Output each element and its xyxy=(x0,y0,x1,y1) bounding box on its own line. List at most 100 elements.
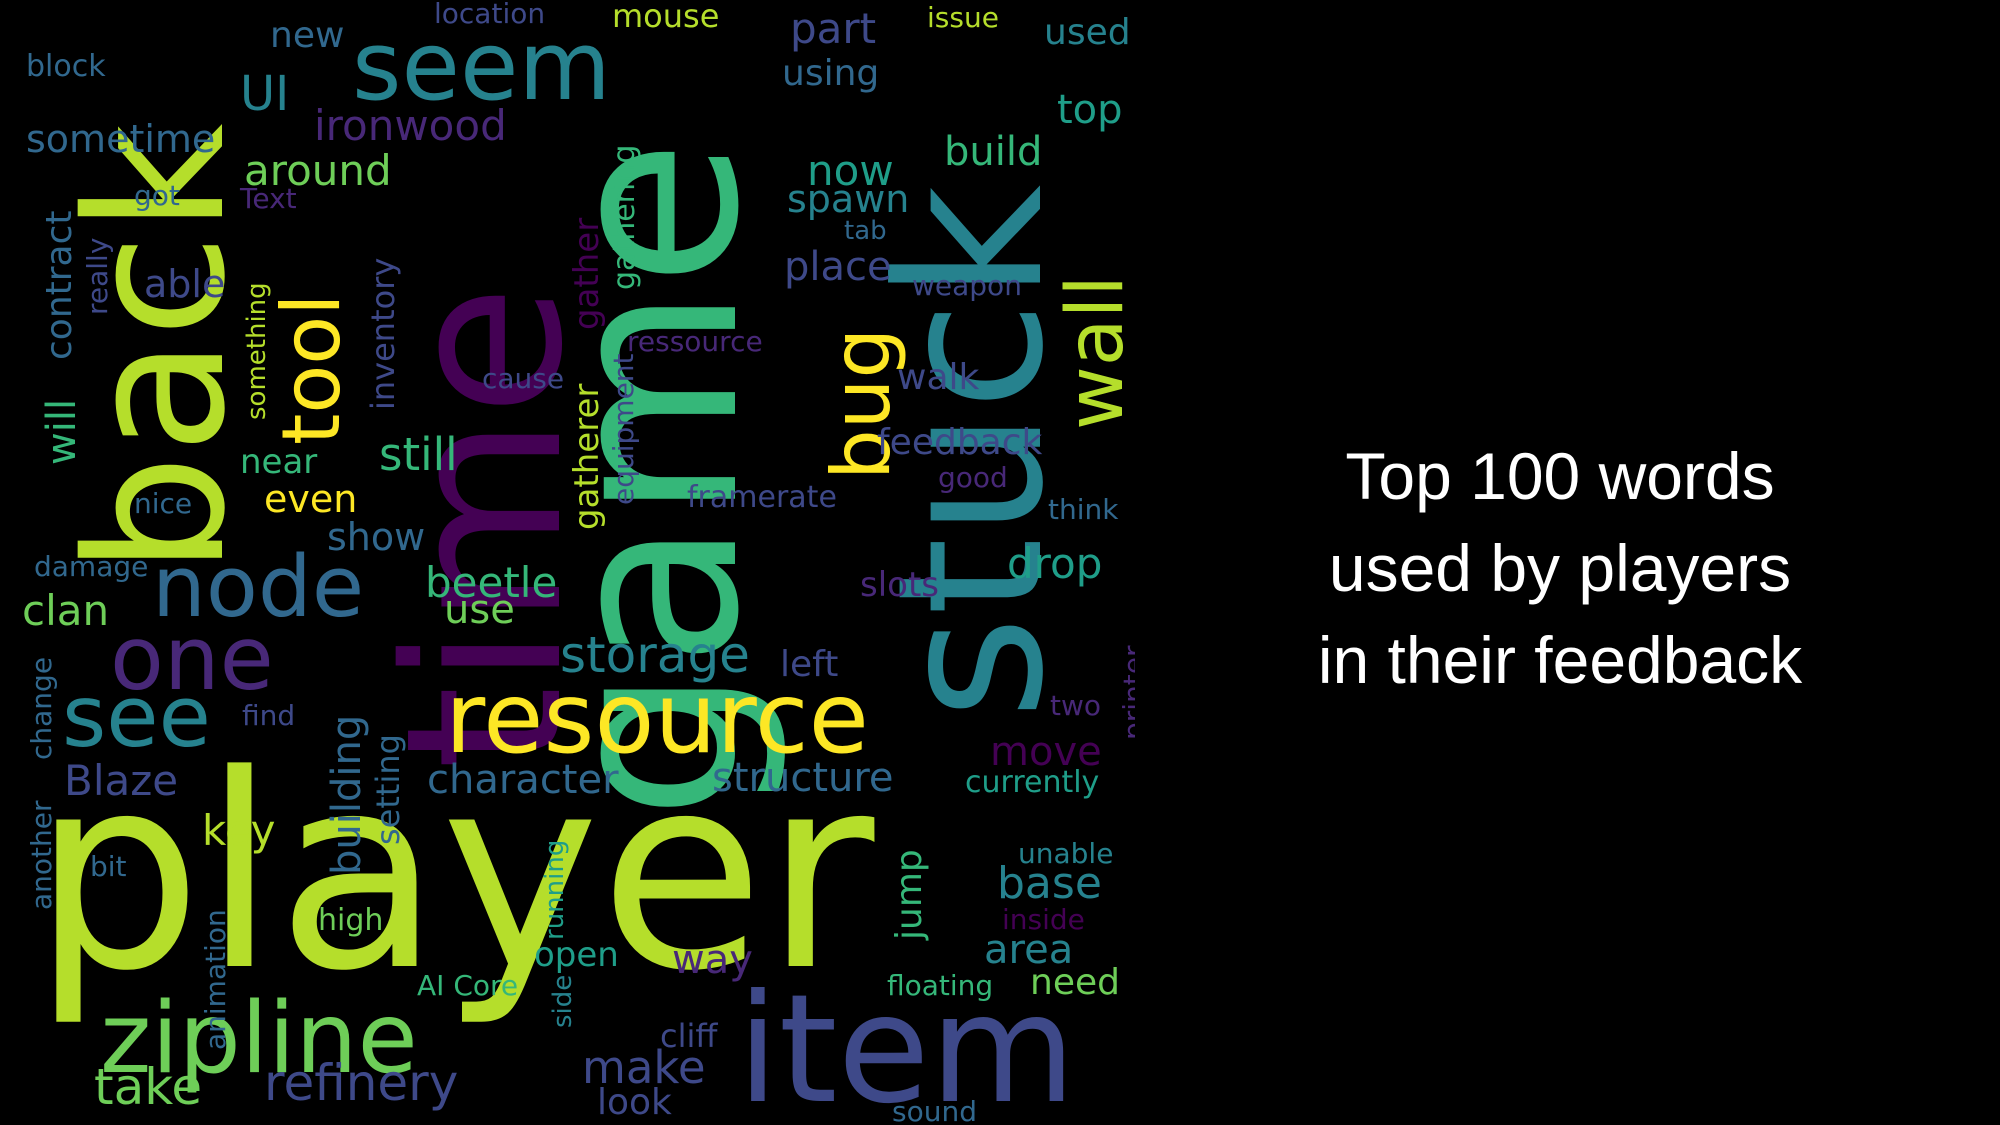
word-spawn: spawn xyxy=(787,177,910,221)
word-build: build xyxy=(944,129,1043,175)
word-area: area xyxy=(984,927,1074,973)
word-will: will xyxy=(39,398,85,465)
word-sound: sound xyxy=(892,1095,977,1125)
word-framerate: framerate xyxy=(687,480,837,515)
word-use: use xyxy=(444,587,515,633)
word-gather: gather xyxy=(567,217,607,330)
word-way: way xyxy=(672,937,753,983)
word-make: make xyxy=(582,1041,706,1094)
word-node: node xyxy=(152,538,365,637)
word-look: look xyxy=(597,1082,672,1123)
word-near: near xyxy=(240,442,318,482)
word-still: still xyxy=(379,428,458,481)
word-refinery: refinery xyxy=(264,1054,459,1112)
word-nice: nice xyxy=(134,487,193,520)
word-used: used xyxy=(1044,12,1131,53)
word-left: left xyxy=(780,644,839,685)
word-part: part xyxy=(790,4,877,53)
word-clan: clan xyxy=(22,586,110,635)
word-currently: currently xyxy=(965,765,1100,800)
word-gathering: gathering xyxy=(607,144,642,290)
word-tool: tool xyxy=(265,293,358,445)
word-bit: bit xyxy=(90,850,127,883)
word-mouse: mouse xyxy=(612,0,720,35)
word-need: need xyxy=(1030,962,1120,1003)
word-high: high xyxy=(318,903,384,938)
word-floating: floating xyxy=(887,969,994,1002)
word-setting: setting xyxy=(369,734,407,845)
word-key: key xyxy=(202,806,276,855)
word-unable: unable xyxy=(1018,837,1114,870)
word-equipment: equipment xyxy=(607,353,640,505)
word-inventory: inventory xyxy=(364,257,402,410)
word-change: change xyxy=(25,656,58,760)
word-resource: resource xyxy=(445,662,869,776)
word-think: think xyxy=(1048,493,1119,526)
word-character: character xyxy=(427,757,619,803)
caption-line-1: Top 100 words xyxy=(1345,439,1775,513)
word-item: item xyxy=(737,963,1076,1125)
word-even: even xyxy=(264,477,358,521)
word-really: really xyxy=(81,237,114,315)
word-something: something xyxy=(242,282,272,420)
word-top: top xyxy=(1057,87,1123,133)
word-slots: slots xyxy=(860,565,940,605)
word-running: running xyxy=(540,839,570,940)
word-base: base xyxy=(997,858,1102,909)
word-new: new xyxy=(270,15,345,56)
word-weapon: weapon xyxy=(912,269,1022,302)
word-walk: walk xyxy=(897,357,980,398)
word-take: take xyxy=(94,1058,203,1116)
word-player: player xyxy=(32,718,875,1030)
word-location: location xyxy=(434,0,546,30)
word-drop: drop xyxy=(1007,539,1103,588)
word-two: two xyxy=(1050,689,1102,722)
word-AI-Core: AI Core xyxy=(417,969,519,1002)
word-issue: issue xyxy=(927,1,999,34)
word-sometime: sometime xyxy=(26,117,216,161)
word-side: side xyxy=(548,974,578,1028)
word-block: block xyxy=(26,49,106,84)
word-jump: jump xyxy=(889,849,930,940)
word-using: using xyxy=(782,53,880,94)
word-cloud: player game time stuck back item zipline… xyxy=(22,0,1135,1125)
word-printer: printer xyxy=(1117,645,1135,740)
word-contract: contract xyxy=(39,210,80,360)
word-structure: structure xyxy=(712,755,894,801)
caption-line-2: used by players xyxy=(1328,531,1792,605)
word-able: able xyxy=(144,262,226,306)
word-another: another xyxy=(25,800,58,911)
word-wall: wall xyxy=(1051,275,1135,430)
word-animation: animation xyxy=(199,909,232,1050)
word-tab: tab xyxy=(844,216,887,246)
word-now: now xyxy=(807,146,894,195)
word-open: open xyxy=(534,935,619,975)
caption: Top 100 words used by players in their f… xyxy=(1240,430,1880,706)
word-damage: damage xyxy=(34,550,149,583)
word-Text: Text xyxy=(240,182,297,215)
word-got: got xyxy=(134,179,180,212)
word-building: building xyxy=(324,714,370,875)
word-place: place xyxy=(784,244,892,290)
word-find: find xyxy=(242,699,296,732)
word-good: good xyxy=(938,461,1008,494)
word-feedback: feedback xyxy=(877,422,1043,463)
word-show: show xyxy=(327,515,426,559)
word-ressource: ressource xyxy=(627,325,763,358)
word-cause: cause xyxy=(482,362,565,395)
caption-line-3: in their feedback xyxy=(1317,623,1803,697)
word-zipline: zipline xyxy=(100,982,418,1096)
word-beetle: beetle xyxy=(425,558,558,607)
word-see: see xyxy=(62,668,211,767)
word-inside: inside xyxy=(1002,903,1085,936)
word-cliff: cliff xyxy=(660,1017,718,1055)
word-move: move xyxy=(990,729,1102,775)
word-around: around xyxy=(244,146,392,195)
word-storage: storage xyxy=(560,626,750,684)
word-gatherer: gatherer xyxy=(567,383,607,530)
word-Blaze: Blaze xyxy=(64,756,179,805)
word-seem: seem xyxy=(352,12,611,122)
word-ironwood: ironwood xyxy=(314,101,507,150)
word-UI: UI xyxy=(240,66,290,122)
word-one: one xyxy=(110,607,274,710)
